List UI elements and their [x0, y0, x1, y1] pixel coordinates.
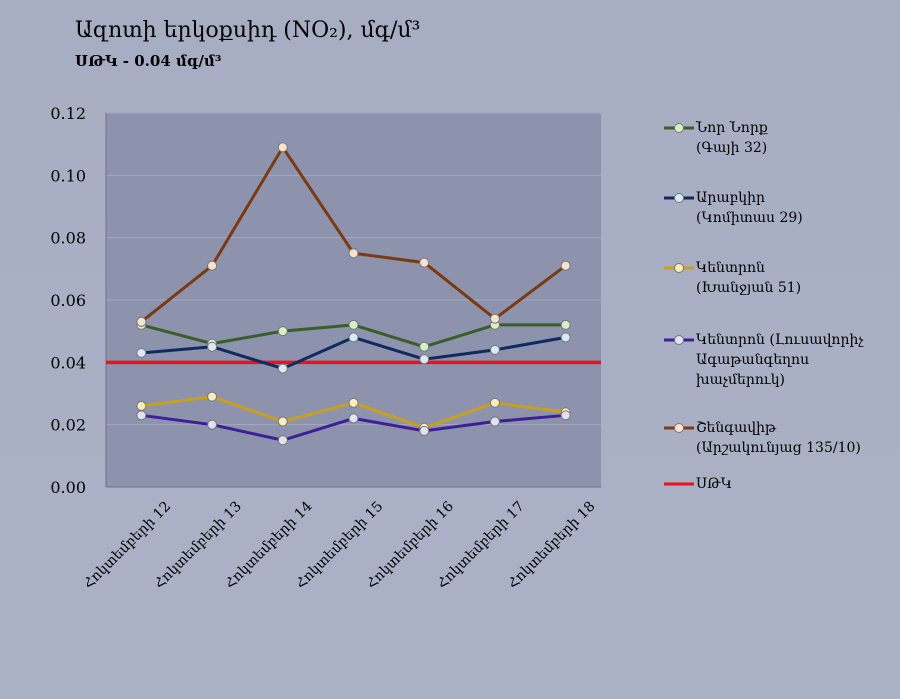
legend-label: (Գայի 32)	[696, 140, 768, 156]
y-tick-label: 0.08	[50, 229, 86, 248]
y-tick-label: 0.04	[50, 353, 86, 372]
legend-label: Շենգավիթ	[696, 420, 777, 436]
data-point	[348, 397, 359, 408]
legend-swatch	[664, 193, 694, 203]
legend-label: Ագաթանգեղոս	[696, 352, 810, 368]
legend-item: Արաբկիր (Կոմիտաս 29)	[664, 188, 900, 228]
data-point	[277, 435, 288, 446]
data-point	[419, 341, 430, 352]
data-point	[277, 363, 288, 374]
legend-label: (Կոմիտաս 29)	[696, 210, 803, 226]
data-point	[207, 419, 218, 430]
legend-item: Նոր Նորք (Գայի 32)	[664, 118, 900, 158]
legend-swatch	[664, 123, 694, 133]
data-point	[348, 319, 359, 330]
legend-label: Արաբկիր	[696, 190, 765, 206]
data-point	[207, 391, 218, 402]
legend-label: (Արշակունյաց 135/10)	[696, 440, 861, 456]
data-point	[419, 425, 430, 436]
legend-label: Կենտրոն	[696, 260, 765, 276]
legend-item: Շենգավիթ (Արշակունյաց 135/10)	[664, 418, 900, 458]
data-point	[136, 347, 147, 358]
data-point	[348, 413, 359, 424]
data-point	[419, 257, 430, 268]
legend-label: ՍԹԿ	[696, 476, 732, 492]
legend-swatch	[664, 335, 694, 345]
data-point	[419, 354, 430, 365]
legend-label: (Խանջյան 51)	[696, 280, 802, 296]
chart-title: Ազոտի երկօքսիդ (NO₂), մգ/մ³	[75, 18, 421, 43]
data-point	[489, 397, 500, 408]
chart-subtitle: ՍԹԿ - 0.04 մգ/մ³	[75, 52, 222, 70]
y-tick-label: 0.06	[50, 291, 86, 310]
legend-item: Կենտրոն (Լուսավորիչ Ագաթանգեղոս խաչմերուկ)	[664, 330, 900, 390]
data-point	[136, 400, 147, 411]
data-point	[560, 332, 571, 343]
data-point	[207, 341, 218, 352]
y-tick-label: 0.12	[50, 104, 86, 123]
data-point	[207, 260, 218, 271]
legend-label: Կենտրոն (Լուսավորիչ	[696, 332, 864, 348]
legend-label: խաչմերուկ)	[696, 372, 785, 388]
data-point	[560, 319, 571, 330]
y-tick-label: 0.10	[50, 166, 86, 185]
data-point	[560, 260, 571, 271]
y-tick-label: 0.02	[50, 416, 86, 435]
data-point	[136, 410, 147, 421]
data-point	[489, 416, 500, 427]
data-point	[489, 313, 500, 324]
legend-item-reference: ՍԹԿ	[664, 474, 900, 494]
legend-swatch	[664, 263, 694, 273]
data-point	[348, 248, 359, 259]
data-point	[489, 344, 500, 355]
data-point	[136, 316, 147, 327]
data-point	[277, 326, 288, 337]
legend-label: Նոր Նորք	[696, 120, 768, 136]
legend-item: Կենտրոն (Խանջյան 51)	[664, 258, 900, 298]
legend-swatch	[664, 423, 694, 433]
data-point	[348, 332, 359, 343]
data-point	[277, 142, 288, 153]
y-tick-label: 0.00	[50, 478, 86, 497]
data-point	[277, 416, 288, 427]
data-point	[560, 410, 571, 421]
